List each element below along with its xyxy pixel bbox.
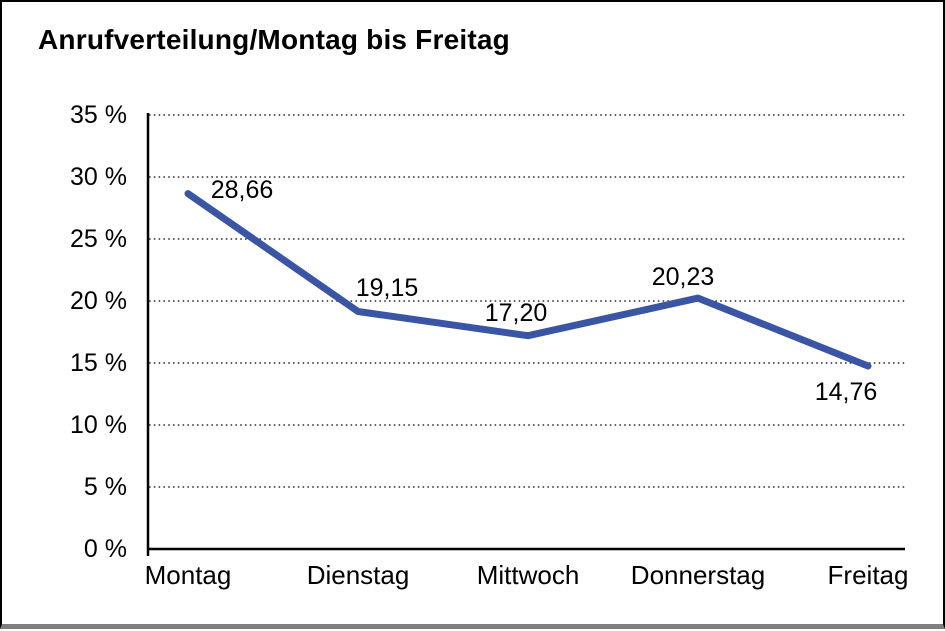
chart-title: Anrufverteilung/Montag bis Freitag (38, 24, 510, 55)
y-tick-label: 20 % (70, 287, 127, 315)
data-label: 28,66 (210, 175, 274, 204)
y-tick-label: 10 % (70, 411, 127, 439)
data-label: 20,23 (651, 263, 715, 292)
x-category-label: Montag (144, 560, 232, 590)
data-label: 19,15 (355, 273, 419, 302)
x-category-label: Mittwoch (476, 560, 580, 590)
data-label: 17,20 (484, 298, 548, 327)
y-tick-label: 15 % (70, 349, 127, 377)
y-tick-label: 35 % (70, 101, 127, 129)
y-tick-label: 5 % (83, 473, 127, 501)
y-tick-label: 30 % (70, 163, 127, 191)
y-tick-label: 25 % (70, 225, 127, 253)
y-tick-label: 0 % (83, 535, 127, 563)
x-category-label: Dienstag (306, 560, 410, 590)
x-category-label: Freitag (827, 560, 909, 590)
x-category-label: Donnerstag (630, 560, 766, 590)
series-line (184, 190, 872, 370)
data-label: 14,76 (814, 377, 878, 406)
